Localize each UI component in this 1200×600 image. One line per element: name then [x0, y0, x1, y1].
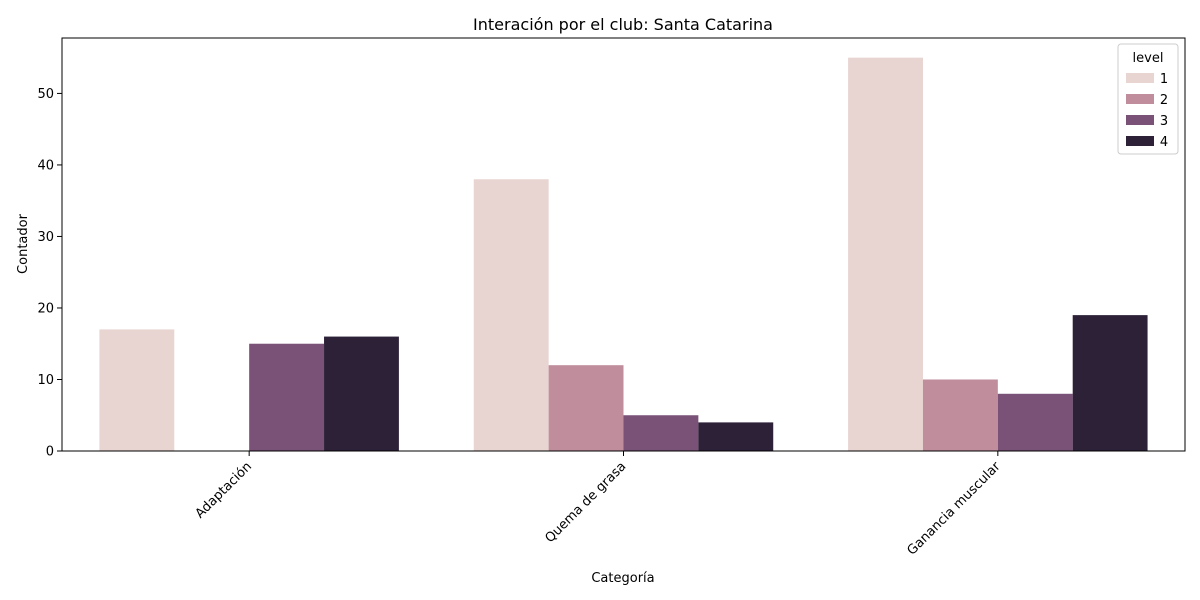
- y-axis-label: Contador: [16, 213, 31, 274]
- bar-level-2-cat-2: [922, 379, 998, 451]
- legend-label-level-4: 4: [1160, 135, 1168, 150]
- y-tick-label: 40: [37, 158, 54, 173]
- legend-swatch-level-3: [1126, 115, 1154, 125]
- legend-label-level-1: 1: [1160, 72, 1168, 87]
- y-tick-label: 0: [46, 445, 54, 460]
- bar-level-3-cat-1: [623, 415, 699, 451]
- y-ticks: 0 10 20 30 40 50: [37, 87, 62, 460]
- legend-swatch-level-4: [1126, 136, 1154, 146]
- legend-label-level-3: 3: [1160, 114, 1168, 129]
- legend-swatch-level-2: [1126, 94, 1154, 104]
- bar-level-1-cat-1: [473, 179, 549, 451]
- bar-level-2-cat-1: [548, 365, 624, 451]
- x-tick-label: Quema de grasa: [542, 459, 629, 546]
- legend-label-level-2: 2: [1160, 93, 1168, 108]
- y-tick-label: 30: [37, 230, 54, 245]
- bar-level-4-cat-0: [324, 336, 399, 451]
- plot-frame: [61, 37, 1186, 452]
- bar-level-1-cat-2: [848, 57, 923, 452]
- chart-title: Interación por el club: Santa Catarina: [473, 15, 773, 34]
- x-tick-label: Adaptación: [193, 459, 255, 521]
- bars-layer: [99, 57, 1148, 452]
- x-ticks: Adaptación Quema de grasa Ganancia muscula…: [193, 451, 1004, 558]
- bar-level-1-cat-0: [99, 329, 175, 451]
- x-tick-label: Ganancia muscular: [904, 459, 1004, 559]
- legend-swatch-level-1: [1126, 73, 1154, 83]
- x-axis-label: Categoría: [591, 571, 654, 586]
- bar-level-4-cat-2: [1072, 315, 1148, 451]
- y-tick-label: 20: [37, 301, 54, 316]
- y-tick-label: 10: [37, 373, 54, 388]
- legend-title: level: [1133, 51, 1164, 66]
- bar-level-3-cat-0: [249, 343, 325, 451]
- bar-level-4-cat-1: [698, 422, 774, 451]
- bar-level-3-cat-2: [997, 393, 1073, 451]
- legend: level 1 2 3 4: [1117, 43, 1179, 155]
- y-tick-label: 50: [37, 87, 54, 102]
